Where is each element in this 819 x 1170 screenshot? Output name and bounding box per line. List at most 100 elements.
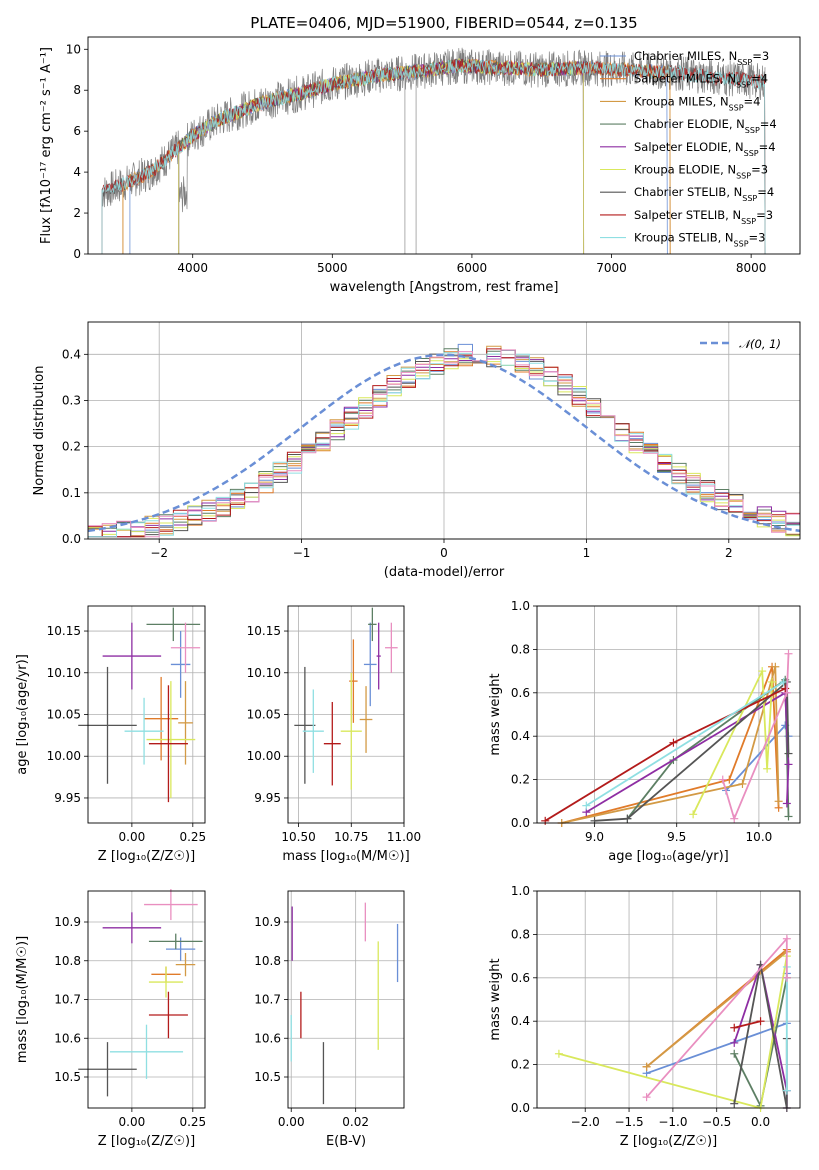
x-tick-label: 0.00 [119,830,146,844]
x-tick-label: −1.5 [614,1115,643,1129]
axes-frame [87,605,206,824]
model-spectrum-salpeter_elodie [178,58,585,254]
x-tick-label: 9.5 [667,830,686,844]
histogram-pink [88,349,800,538]
x-axis-label: age [log₁₀(age/yr)] [608,849,729,864]
y-tick-label: 2 [73,206,81,220]
x-tick-label: −1.0 [658,1115,687,1129]
x-tick-label: 7000 [596,261,627,275]
axes-frame [287,605,405,824]
y-tick-label: 0.3 [62,393,81,407]
spectrum-panel: 4000 5000 6000 7000 8000 0 2 4 6 8 10 wavelength [A… [39,36,801,295]
x-tick-label: 2 [725,546,733,560]
histogram-kroupa_elodie [88,358,800,537]
x-axis-label: Z [log₁₀(Z/Z☉)] [620,1134,717,1149]
y-tick-label: 10.7 [254,993,281,1007]
y-tick-label: 10.05 [247,708,281,722]
y-tick-label: 10.10 [247,666,281,680]
axes-frame [87,321,801,540]
weight-line-kroupa_miles [646,951,788,1068]
model-spectrum-chabrier_miles [129,59,668,254]
weight-line-kroupa_elodie [692,670,773,815]
y-axis-label: age [log₁₀(age/yr)] [15,654,30,775]
x-tick-label: −2 [150,546,168,560]
y-tick-label: 6 [73,124,81,138]
x-tick-label: 5000 [317,261,348,275]
axes-frame [87,36,801,255]
y-tick-label: 0.2 [511,773,530,787]
y-tick-label: 10.9 [254,915,281,929]
y-tick-label: 10.8 [254,954,281,968]
weight-line-salpeter_stelib [734,1020,761,1029]
y-tick-label: 0.2 [511,1058,530,1072]
weight-line-kroupa_miles [561,666,780,824]
legend-entry: Kroupa MILES, NSSP=4 [634,94,760,112]
x-tick-label: 11.00 [387,830,421,844]
y-axis-label: mass weight [488,958,503,1040]
y-tick-label: 0.4 [62,347,81,361]
y-tick-label: 0.1 [62,486,81,500]
y-tick-label: 10.15 [247,624,281,638]
weight-line-salpeter_miles [561,666,780,824]
x-tick-label: 10.75 [334,830,368,844]
x-tick-label: 0.0 [751,1115,770,1129]
y-tick-label: 10.9 [54,915,81,929]
y-tick-label: 8 [73,83,81,97]
x-tick-label: 0.25 [179,1115,206,1129]
y-axis-label: Flux [fλ10⁻¹⁷ erg cm⁻² s⁻¹ A⁻¹] [39,47,54,244]
legend-entry: Kroupa ELODIE, NSSP=3 [634,163,768,181]
y-tick-label: 10.5 [54,1070,81,1084]
y-tick-label: 0.0 [62,532,81,546]
y-tick-label: 10 [66,42,81,56]
legend-entry: Kroupa STELIB, NSSP=3 [634,231,765,249]
x-axis-label: (data-model)/error [384,565,505,580]
x-axis-label: E(B-V) [326,1134,366,1149]
y-tick-label: 0.8 [511,642,530,656]
y-tick-label: 1.0 [511,884,530,898]
x-tick-label: 8000 [736,261,767,275]
mass_weight_vs_Z-panel: −2.0 −1.5 −1.0 −0.5 0.0 0.0 0.2 0.4 0.6 0.8 1.0 Z [… [488,884,801,1149]
weight-line-pink [721,653,790,822]
model-spectrum-kroupa_elodie [178,58,585,254]
y-tick-label: 0 [73,247,81,261]
x-axis-label: Z [log₁₀(Z/Z☉)] [98,1134,195,1149]
y-tick-label: 10.00 [247,749,281,763]
y-tick-label: 10.10 [47,666,81,680]
model-spectrum-chabrier_elodie [178,58,585,254]
y-axis-label: Normed distribution [32,366,47,496]
y-tick-label: 10.6 [54,1031,81,1045]
axes-frame [287,890,405,1109]
y-tick-label: 10.8 [54,954,81,968]
weight-line-kroupa_stelib [585,681,785,807]
y-tick-label: 0.4 [511,1014,530,1028]
weight-line-chabrier_miles [725,723,790,792]
legend-entry: Salpeter ELODIE, NSSP=4 [634,140,776,158]
panels: 4000 5000 6000 7000 8000 0 2 4 6 8 10 wavelength [A… [15,36,801,1149]
mass_vs_Z-panel: 0.00 0.25 10.5 10.6 10.7 10.8 10.9 Z [log₁₀(Z/Z… [15,889,206,1149]
weight-line-chabrier_stelib [594,680,790,822]
age_vs_Z-panel: 0.00 0.25 9.95 10.00 10.05 10.10 10.15 Z [log₁₀… [15,605,206,864]
x-axis-label: wavelength [Angstrom, rest frame] [330,280,559,295]
y-tick-label: 4 [73,165,81,179]
age_vs_mass-panel: 10.50 10.75 11.00 9.95 10.00 10.05 10.10 10.15 m… [247,605,421,864]
y-tick-label: 9.95 [54,791,81,805]
y-tick-label: 0.6 [511,686,530,700]
y-tick-label: 0.0 [511,1101,530,1115]
x-tick-label: 6000 [457,261,488,275]
axes-frame [536,605,801,824]
x-tick-label: −2.0 [571,1115,600,1129]
y-tick-label: 10.15 [47,624,81,638]
legend-entry: Salpeter STELIB, NSSP=3 [634,208,773,226]
model-spectrum-kroupa_stelib [101,59,766,254]
x-tick-label: 0.02 [342,1115,369,1129]
x-tick-label: 4000 [177,261,208,275]
histogram-salpeter_stelib [88,348,800,538]
legend-entry: 𝒩(0, 1) [739,337,781,351]
model-spectrum-salpeter_miles [122,58,671,254]
x-tick-label: 9.0 [585,830,604,844]
legend-entry: Salpeter MILES, NSSP=4 [634,72,768,90]
y-tick-label: 10.7 [54,993,81,1007]
axes-frame [536,890,801,1109]
x-tick-label: 10.50 [281,830,315,844]
